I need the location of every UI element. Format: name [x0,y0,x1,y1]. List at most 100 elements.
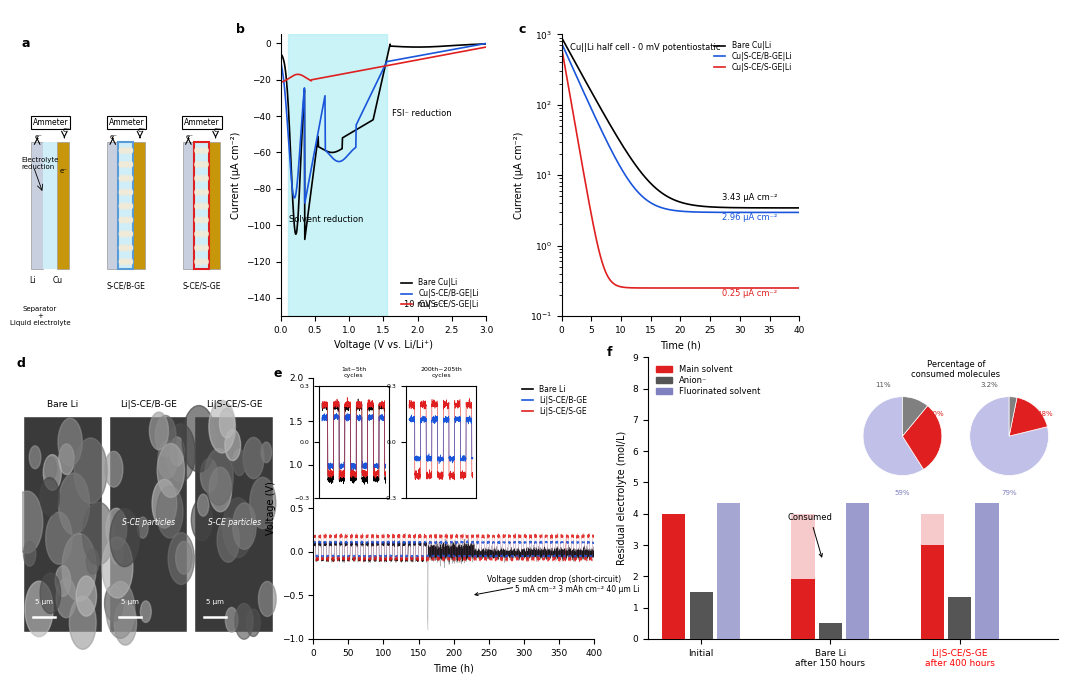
Bar [662,514,686,639]
Circle shape [200,217,204,223]
Circle shape [124,161,129,167]
Cu|S-CE/S-GE|Li [327,71,340,80]
Y-axis label: Current (μA cm⁻²): Current (μA cm⁻²) [514,131,524,219]
Text: e⁻: e⁻ [63,127,70,133]
Bare Cu|Li [395,43,408,51]
Circle shape [200,203,204,209]
Bar [920,545,944,639]
Bar [975,503,999,639]
Circle shape [194,161,199,167]
Text: a: a [22,36,30,49]
Text: e⁻: e⁻ [186,134,193,139]
Circle shape [120,175,123,181]
FancyBboxPatch shape [194,142,208,269]
Circle shape [200,245,204,251]
Cu|S-CE/B-GE|Li [311,132,324,140]
Circle shape [225,429,241,460]
Circle shape [77,576,96,616]
Text: 5 μm: 5 μm [36,599,53,605]
Cu|S-CE/S-GE|Li [411,56,424,64]
Circle shape [210,467,231,512]
Circle shape [166,424,195,482]
Circle shape [201,458,218,493]
X-axis label: Time (h): Time (h) [433,663,474,673]
Text: 5 μm: 5 μm [121,599,138,605]
Circle shape [204,217,208,223]
FancyBboxPatch shape [195,417,273,632]
FancyBboxPatch shape [110,417,188,632]
Text: Cu||Li half cell - 0 mV potentiostatic: Cu||Li half cell - 0 mV potentiostatic [569,43,720,52]
Bare Cu|Li [298,235,311,243]
Y-axis label: Current (μA cm⁻²): Current (μA cm⁻²) [231,131,241,219]
Y-axis label: Voltage (V): Voltage (V) [266,482,276,535]
Circle shape [204,148,208,153]
Bare Cu|Li [367,112,380,120]
Circle shape [156,416,176,456]
Circle shape [200,148,204,153]
Circle shape [137,517,148,538]
Legend: Bare Cu|Li, Cu|S-CE/B-GE|Li, Cu|S-CE/S-GE|Li: Bare Cu|Li, Cu|S-CE/B-GE|Li, Cu|S-CE/S-G… [397,275,482,312]
Circle shape [219,408,234,438]
FancyBboxPatch shape [133,142,145,269]
Circle shape [120,190,123,195]
Circle shape [105,451,123,487]
Circle shape [149,412,168,450]
Text: Separator
+
Liquid electrolyte: Separator + Liquid electrolyte [10,306,70,326]
FancyBboxPatch shape [57,142,69,269]
Circle shape [194,217,199,223]
Circle shape [58,473,90,534]
Circle shape [124,259,129,264]
Circle shape [40,573,60,613]
Cu|S-CE/S-GE|Li [429,52,442,60]
Y-axis label: Residual electrolyte (mol/L): Residual electrolyte (mol/L) [617,431,627,565]
Circle shape [226,607,238,632]
Text: Cu: Cu [52,276,63,285]
Text: d: d [16,357,25,370]
Text: Electrolyte
reduction: Electrolyte reduction [22,157,59,170]
Circle shape [208,401,235,453]
Circle shape [204,190,208,195]
Cu|S-CE/B-GE|Li [274,58,287,67]
Bare Cu|Li [274,50,287,58]
Text: Percentage of
consumed molecules: Percentage of consumed molecules [912,360,1000,379]
Circle shape [152,480,177,528]
Circle shape [204,245,208,251]
Circle shape [24,541,36,566]
Cu|S-CE/B-GE|Li [327,155,340,164]
Cu|S-CE/B-GE|Li [480,39,492,47]
Text: 2.96 μA cm⁻²: 2.96 μA cm⁻² [723,213,778,222]
Circle shape [249,477,275,528]
Circle shape [129,190,133,195]
Circle shape [217,518,240,562]
Circle shape [43,455,62,491]
Circle shape [129,175,133,181]
Circle shape [170,437,185,466]
Circle shape [204,259,208,264]
Bar [287,34,387,316]
Circle shape [204,175,208,181]
Cu|S-CE/S-GE|Li [274,78,287,87]
FancyBboxPatch shape [183,142,194,269]
Text: Li: Li [29,276,36,285]
Circle shape [258,581,276,616]
Circle shape [120,148,123,153]
Text: e⁻: e⁻ [138,127,146,133]
Circle shape [82,502,114,565]
Bar [792,514,814,639]
Text: c: c [518,23,526,36]
Circle shape [194,259,199,264]
Bare Cu|Li [480,40,492,48]
Bar [920,514,944,639]
Circle shape [120,259,123,264]
FancyBboxPatch shape [119,142,133,269]
Text: e⁻: e⁻ [214,127,221,133]
Circle shape [75,438,107,504]
Bare Cu|Li [311,137,324,146]
Circle shape [200,231,204,237]
Circle shape [140,601,151,622]
Circle shape [120,245,123,251]
Bar [689,592,713,639]
Circle shape [110,508,139,567]
Circle shape [25,581,53,637]
Circle shape [129,203,133,209]
